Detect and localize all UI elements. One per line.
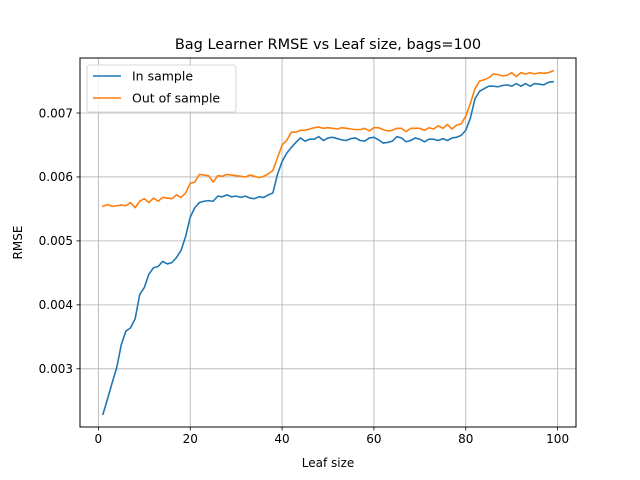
legend-label: Out of sample	[132, 91, 220, 106]
y-tick-label: 0.003	[39, 362, 73, 376]
x-tick-label: 80	[458, 432, 473, 446]
grid	[80, 58, 576, 427]
x-tick-label: 60	[366, 432, 381, 446]
legend: In sample Out of sample	[86, 64, 237, 113]
plot-frame	[79, 57, 577, 428]
series-lines	[101, 69, 555, 416]
legend-label: In sample	[132, 69, 193, 84]
series-line-in-sample	[101, 80, 554, 416]
x-tick-label: 100	[546, 432, 569, 446]
y-tick-label: 0.005	[39, 234, 73, 248]
legend-box	[86, 64, 237, 113]
series-line-out-of-sample	[101, 69, 555, 209]
x-tick-label: 0	[95, 432, 103, 446]
y-tick-label: 0.006	[39, 170, 73, 184]
y-tick-label: 0.004	[39, 298, 73, 312]
chart-title: Bag Learner RMSE vs Leaf size, bags=100	[175, 37, 481, 53]
x-axis-label: Leaf size	[302, 456, 355, 470]
y-axis-label: RMSE	[11, 226, 25, 260]
x-tick-label: 20	[183, 432, 198, 446]
y-tick-label: 0.007	[39, 106, 73, 120]
x-tick-label: 40	[274, 432, 289, 446]
axis-ticks: 0 20 40 60 80 100 0.003 0.004 0.005 0.006 0.007	[39, 106, 569, 446]
